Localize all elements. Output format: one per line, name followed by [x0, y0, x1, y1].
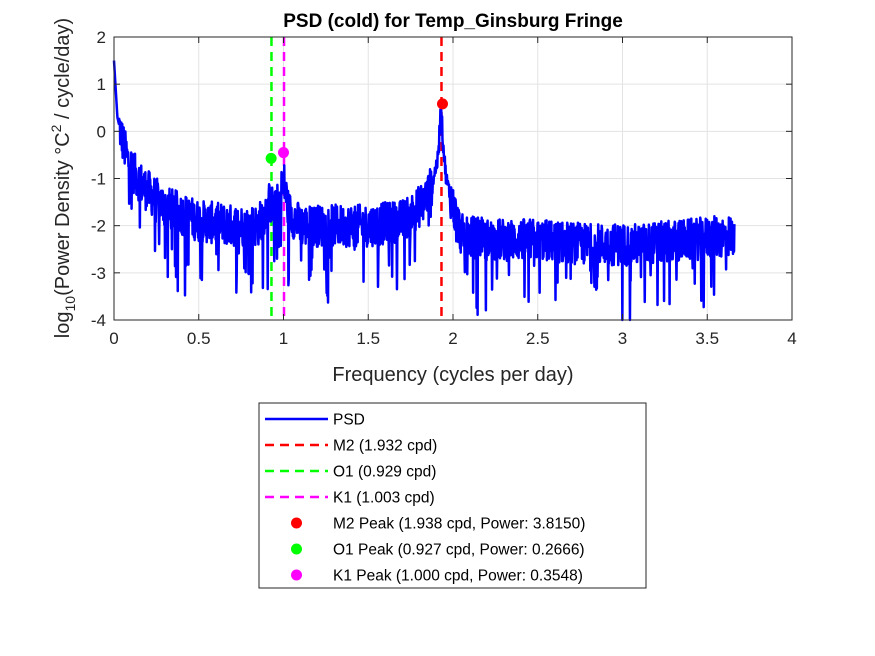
peak-markers [265, 98, 448, 164]
legend-swatch [291, 569, 302, 581]
legend-box [258, 402, 647, 589]
legend-label: M2 (1.932 cpd) [333, 438, 437, 455]
axis-ticks: 0 0.5 1 1.5 2 2.5 3 3.5 4 -4 -3 -2 -1 0 1 2 [91, 28, 797, 348]
legend-label: PSD [333, 412, 365, 429]
x-axis-label: Frequency (cycles per day) [332, 364, 573, 386]
x-tick-label: 0 [109, 329, 118, 348]
x-tick-label: 1.5 [356, 329, 380, 348]
legend-label: K1 Peak (1.000 cpd, Power: 0.3548) [333, 568, 583, 585]
y-tick-label: 2 [97, 28, 106, 47]
x-tick-label: 1 [279, 329, 288, 348]
x-tick-label: 2 [448, 329, 457, 348]
peak-marker [436, 98, 448, 110]
y-tick-label: -1 [91, 170, 106, 189]
y-tick-label: -2 [91, 217, 106, 236]
y-tick-label: 1 [97, 75, 106, 94]
legend-swatch [291, 517, 302, 529]
chart-title: PSD (cold) for Temp_Ginsburg Fringe [283, 11, 623, 32]
legend-swatch [291, 543, 302, 555]
x-tick-label: 3 [618, 329, 627, 348]
peak-marker [265, 152, 277, 164]
legend: PSD M2 (1.932 cpd) O1 (0.929 cpd) K1 (1.003… [258, 402, 647, 589]
x-tick-label: 4 [787, 329, 796, 348]
psd-line [112, 60, 736, 322]
legend-label: K1 (1.003 cpd) [333, 490, 435, 507]
legend-label: O1 (0.929 cpd) [333, 464, 436, 481]
legend-label: M2 Peak (1.938 cpd, Power: 3.8150) [333, 516, 585, 533]
y-tick-label: -4 [91, 311, 106, 330]
x-tick-label: 3.5 [695, 329, 719, 348]
peak-marker [278, 147, 289, 159]
legend-label: O1 Peak (0.927 cpd, Power: 0.2666) [333, 542, 585, 559]
y-axis-label: log10(Power Density °C2 / cycle/day) [48, 18, 78, 338]
x-tick-label: 0.5 [187, 329, 211, 348]
y-tick-label: 0 [97, 122, 106, 141]
psd-series [112, 60, 736, 322]
x-tick-label: 2.5 [526, 329, 550, 348]
y-tick-label: -3 [91, 264, 106, 283]
